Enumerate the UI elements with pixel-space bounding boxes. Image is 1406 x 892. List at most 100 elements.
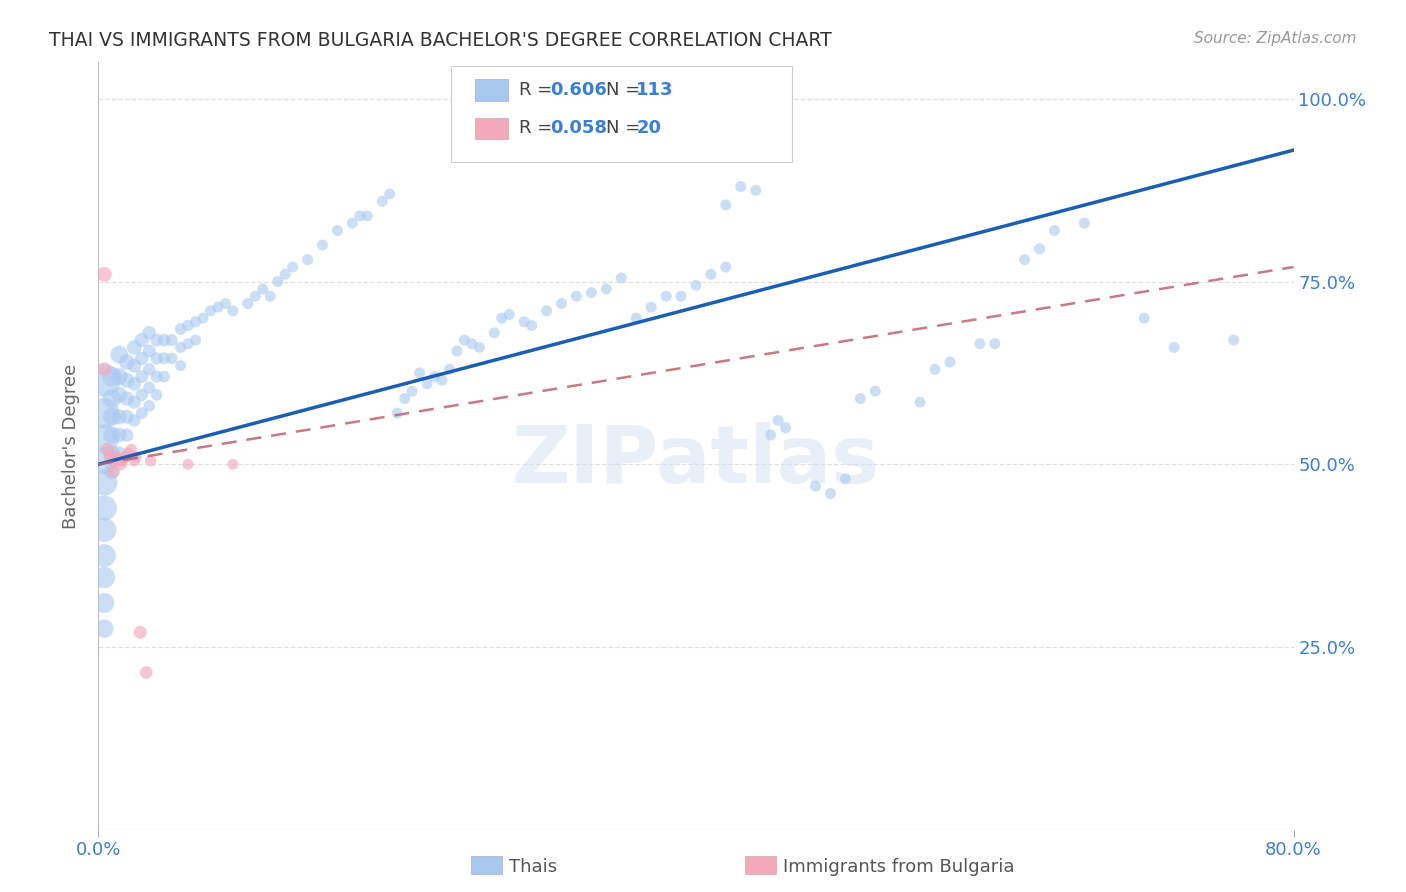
Point (700, 268, 723, 282)
Point (685, 278, 707, 293)
Point (125, 450, 148, 464)
Point (153, 369, 176, 384)
Point (581, 285, 603, 300)
Point (177, 336, 200, 351)
Point (200, 303, 222, 318)
Point (461, 336, 484, 351)
Point (1028, 242, 1050, 256)
Point (93, 523, 115, 537)
Point (714, 260, 737, 274)
Point (124, 376, 146, 391)
Point (93, 453, 115, 467)
Point (484, 326, 506, 340)
Point (101, 465, 124, 479)
Point (984, 336, 1007, 351)
Point (468, 340, 491, 354)
Point (115, 428, 138, 442)
Point (108, 388, 131, 402)
Point (169, 340, 191, 354)
Point (115, 373, 138, 387)
Point (969, 336, 991, 351)
Point (93, 549, 115, 563)
Point (138, 344, 160, 359)
Point (108, 453, 131, 467)
Point (326, 223, 349, 237)
Point (101, 409, 124, 424)
Point (491, 311, 513, 326)
Point (565, 289, 588, 303)
Text: Thais: Thais (509, 858, 557, 876)
Point (145, 333, 167, 347)
Point (131, 388, 153, 402)
Point (222, 457, 245, 471)
Point (96, 442, 118, 457)
Point (108, 446, 131, 460)
Point (131, 406, 153, 420)
Point (1014, 252, 1036, 267)
Point (416, 376, 439, 391)
Point (111, 453, 134, 467)
Point (1133, 311, 1156, 326)
Point (93, 268, 115, 282)
Point (139, 453, 162, 467)
Point (550, 296, 572, 310)
Point (124, 395, 146, 409)
Point (93, 373, 115, 387)
Point (401, 384, 423, 399)
Point (101, 392, 124, 406)
Point (169, 322, 191, 336)
Point (184, 315, 207, 329)
Text: ZIPatlas: ZIPatlas (512, 422, 880, 500)
Point (349, 209, 371, 223)
Text: R =: R = (519, 120, 558, 137)
Point (207, 300, 229, 314)
Point (730, 179, 752, 194)
Point (1163, 340, 1185, 354)
Point (378, 186, 401, 201)
Point (513, 315, 536, 329)
Point (169, 359, 191, 373)
Point (804, 479, 827, 493)
Point (908, 395, 931, 409)
Point (108, 348, 131, 362)
Point (267, 275, 290, 289)
Point (98, 450, 122, 464)
Point (153, 351, 176, 366)
Point (135, 665, 157, 680)
Point (820, 486, 842, 500)
Point (103, 453, 125, 467)
Point (115, 392, 138, 406)
Point (115, 355, 138, 369)
Text: N =: N = (606, 120, 647, 137)
Point (311, 238, 333, 252)
Point (865, 384, 887, 399)
Point (145, 388, 167, 402)
Point (453, 333, 475, 347)
Point (93, 406, 115, 420)
Point (342, 216, 364, 230)
Point (385, 406, 409, 420)
Text: R =: R = (519, 81, 558, 99)
Point (138, 326, 160, 340)
Point (101, 446, 124, 460)
Point (595, 282, 617, 296)
Point (1223, 333, 1246, 347)
Point (93, 570, 115, 584)
Point (759, 428, 782, 442)
Point (120, 442, 142, 457)
Point (423, 369, 446, 384)
Text: N =: N = (606, 81, 647, 99)
Point (252, 282, 274, 296)
Point (115, 409, 138, 424)
Point (775, 421, 797, 435)
Point (669, 289, 692, 303)
Point (236, 296, 259, 310)
Point (105, 450, 128, 464)
Point (93, 475, 115, 490)
Point (124, 413, 146, 427)
Point (924, 362, 946, 376)
FancyBboxPatch shape (451, 66, 792, 162)
Point (1043, 223, 1066, 237)
Point (430, 373, 453, 387)
Point (114, 450, 136, 464)
